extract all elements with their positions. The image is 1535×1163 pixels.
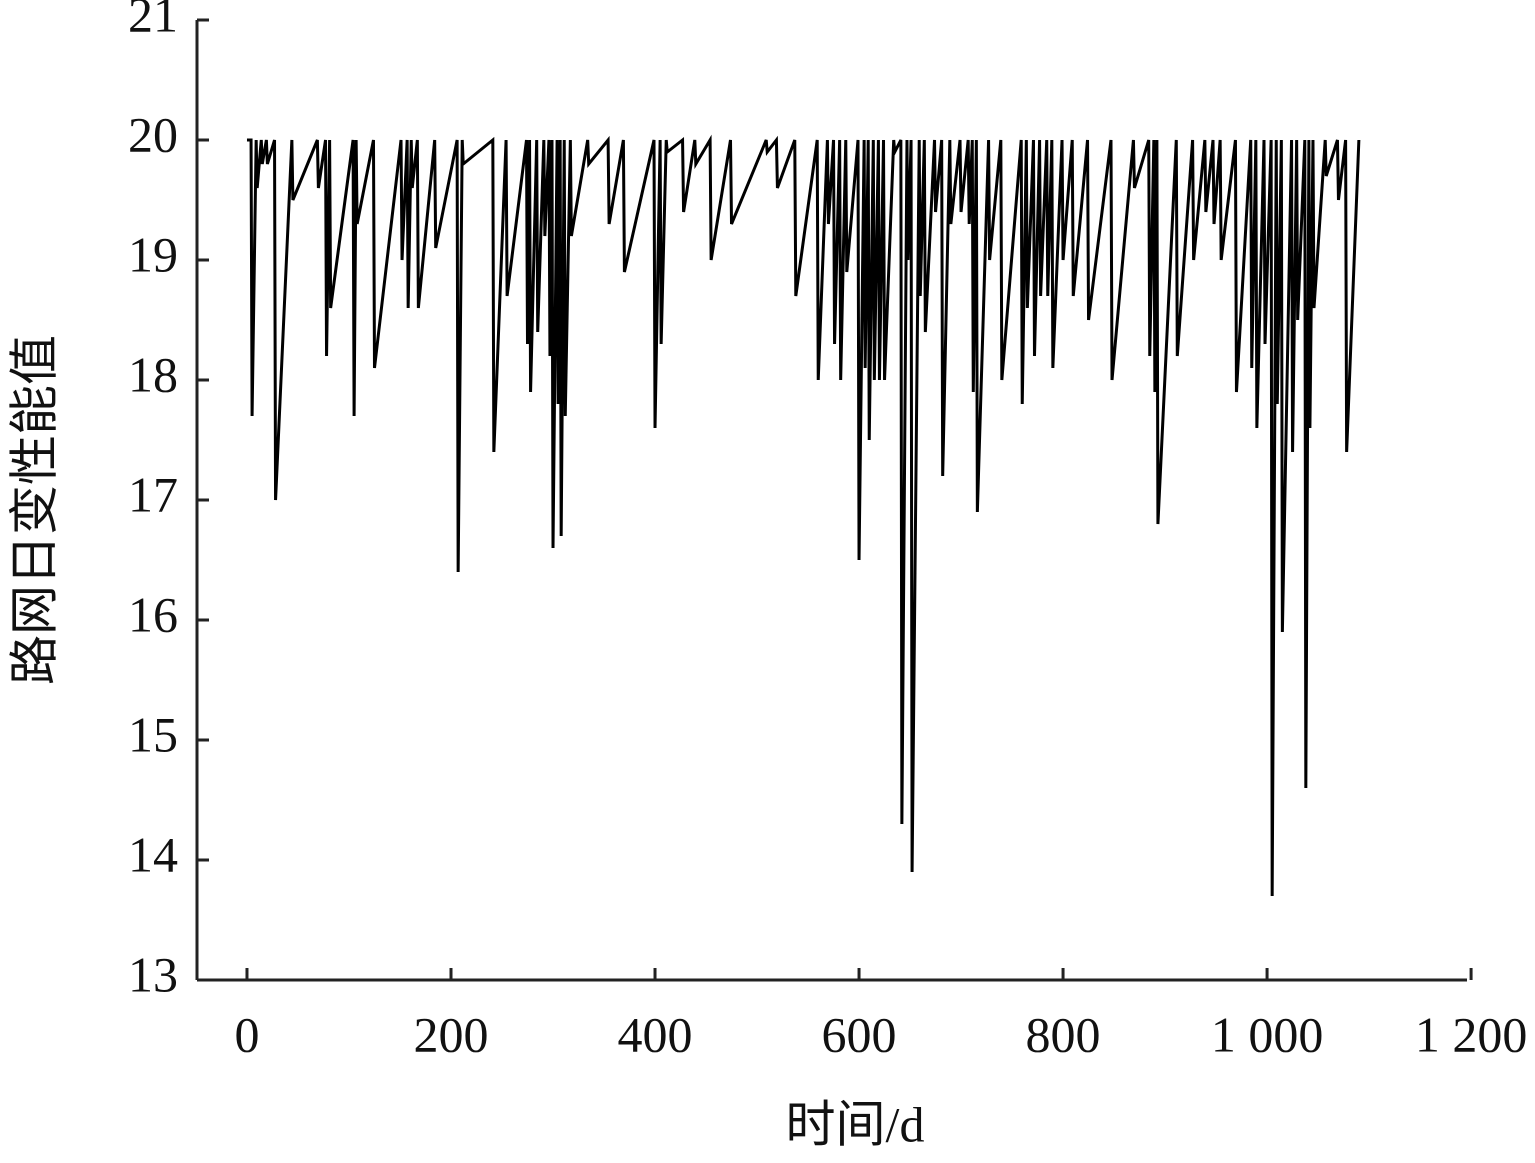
x-tick-label: 1 000 xyxy=(1211,1006,1324,1062)
x-tick-label: 1 200 xyxy=(1415,1006,1528,1062)
y-tick-label: 19 xyxy=(128,226,178,282)
data-line xyxy=(246,134,1361,897)
x-tick-label: 800 xyxy=(1026,1006,1101,1062)
x-tick-label: 600 xyxy=(822,1006,897,1062)
x-tick-label: 200 xyxy=(414,1006,489,1062)
y-tick-label: 17 xyxy=(128,466,178,522)
y-axis-label: 路网日变性能值 xyxy=(6,335,62,685)
y-tick-label: 16 xyxy=(128,586,178,642)
y-tick-label: 21 xyxy=(128,0,178,42)
x-axis-label: 时间/d xyxy=(786,1096,925,1152)
y-tick-label: 15 xyxy=(128,706,178,762)
y-tick-label: 14 xyxy=(128,826,178,882)
x-tick-label: 0 xyxy=(234,1006,259,1062)
y-tick-label: 13 xyxy=(128,946,178,1002)
y-tick-label: 20 xyxy=(128,106,178,162)
x-tick-label: 400 xyxy=(618,1006,693,1062)
y-tick-label: 18 xyxy=(128,346,178,402)
